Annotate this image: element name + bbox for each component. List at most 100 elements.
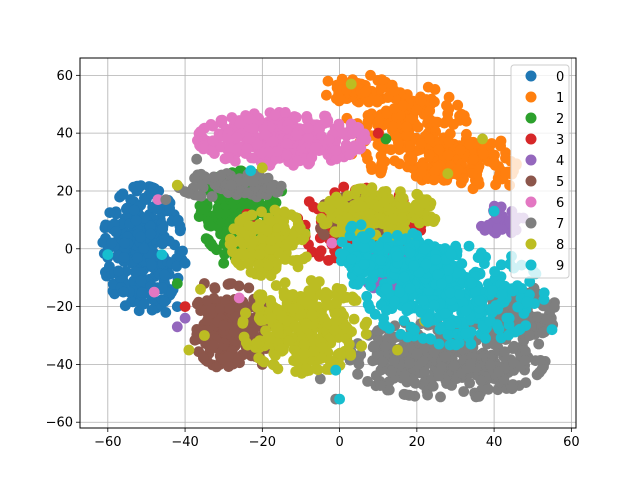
point-class-9 bbox=[378, 318, 389, 330]
point-class-6 bbox=[330, 153, 342, 165]
point-class-7 bbox=[448, 360, 460, 372]
point-class-1 bbox=[495, 135, 507, 147]
point-class-9 bbox=[450, 339, 462, 351]
point-class-6 bbox=[216, 114, 228, 126]
point-class-3 bbox=[315, 245, 327, 257]
point-class-8 bbox=[328, 324, 340, 336]
point-class-8 bbox=[261, 224, 273, 236]
point-class-9 bbox=[454, 289, 465, 300]
point-class-6 bbox=[222, 152, 234, 164]
point-class-0 bbox=[109, 218, 120, 230]
point-class-5 bbox=[189, 334, 201, 346]
point-class-6 bbox=[355, 135, 367, 146]
point-class-5 bbox=[223, 361, 235, 372]
legend-marker-5 bbox=[525, 175, 537, 187]
x-tick-label: 0 bbox=[335, 435, 343, 450]
point-class-0 bbox=[128, 204, 140, 216]
point-class-8 bbox=[356, 200, 368, 212]
point-class-1 bbox=[452, 99, 464, 111]
point-class-8 bbox=[246, 209, 258, 221]
point-class-8 bbox=[366, 182, 378, 194]
point-class-2 bbox=[194, 200, 206, 212]
point-class-7 bbox=[383, 384, 395, 396]
point-class-0 bbox=[156, 282, 168, 294]
point-class-4 bbox=[171, 321, 183, 333]
point-class-8 bbox=[345, 347, 356, 359]
point-class-9 bbox=[364, 303, 376, 314]
point-class-6 bbox=[282, 138, 293, 150]
point-class-8 bbox=[265, 295, 276, 306]
point-class-6 bbox=[271, 146, 283, 158]
point-class-9 bbox=[524, 276, 536, 287]
point-class-7 bbox=[493, 366, 504, 378]
point-class-9 bbox=[420, 258, 432, 270]
point-class-7 bbox=[549, 301, 560, 313]
point-class-8 bbox=[279, 254, 291, 265]
point-class-6 bbox=[268, 135, 279, 147]
point-class-1 bbox=[393, 138, 404, 150]
point-class-6 bbox=[234, 118, 246, 129]
point-class-8 bbox=[387, 213, 399, 225]
point-class-1 bbox=[412, 121, 424, 133]
point-class-6 bbox=[251, 139, 263, 150]
point-class-9 bbox=[480, 332, 491, 344]
point-class-8 bbox=[243, 258, 255, 270]
point-class-8 bbox=[195, 283, 206, 295]
point-class-9 bbox=[355, 219, 367, 231]
legend-marker-4 bbox=[525, 154, 537, 166]
point-class-7 bbox=[189, 172, 201, 184]
point-class-0 bbox=[157, 238, 168, 250]
point-class-8 bbox=[339, 201, 351, 213]
point-class-2 bbox=[220, 208, 232, 220]
point-class-8 bbox=[269, 350, 281, 362]
y-tick-label: 20 bbox=[56, 184, 73, 199]
point-class-9 bbox=[432, 269, 444, 281]
point-class-6 bbox=[290, 130, 302, 141]
point-class-9 bbox=[358, 241, 370, 253]
point-class-7 bbox=[465, 358, 476, 370]
point-class-1 bbox=[389, 155, 401, 167]
point-class-7 bbox=[482, 383, 494, 395]
point-class-1 bbox=[454, 144, 466, 156]
point-class-9 bbox=[391, 230, 403, 241]
point-class-6 bbox=[280, 107, 291, 118]
point-class-3 bbox=[372, 127, 384, 139]
point-class-8 bbox=[171, 179, 183, 191]
point-class-9 bbox=[491, 303, 503, 314]
legend-marker-2 bbox=[525, 112, 537, 124]
point-class-1 bbox=[488, 156, 500, 168]
point-class-9 bbox=[503, 312, 515, 324]
point-class-8 bbox=[345, 78, 357, 90]
point-class-9 bbox=[156, 249, 168, 260]
y-tick-label: −60 bbox=[46, 416, 73, 431]
point-class-1 bbox=[415, 96, 427, 108]
point-class-0 bbox=[119, 300, 131, 312]
point-class-7 bbox=[464, 377, 475, 389]
point-class-8 bbox=[360, 328, 372, 340]
point-class-7 bbox=[428, 346, 440, 358]
point-class-7 bbox=[499, 346, 510, 358]
legend-label-4: 4 bbox=[556, 154, 564, 169]
point-class-8 bbox=[256, 289, 268, 301]
point-class-1 bbox=[377, 154, 388, 166]
point-class-0 bbox=[135, 231, 146, 243]
point-class-8 bbox=[348, 292, 359, 304]
legend: 0 1 2 3 4 5 6 7 8 9 bbox=[510, 64, 570, 279]
point-class-8 bbox=[264, 243, 276, 255]
point-class-1 bbox=[428, 174, 440, 186]
point-class-1 bbox=[468, 154, 479, 165]
point-layer bbox=[97, 69, 560, 405]
x-tick-label: −60 bbox=[94, 435, 121, 450]
point-class-9 bbox=[419, 243, 431, 255]
point-class-5 bbox=[201, 295, 213, 307]
point-class-9 bbox=[102, 249, 114, 260]
point-class-9 bbox=[496, 289, 508, 301]
point-class-7 bbox=[422, 389, 433, 401]
point-class-0 bbox=[104, 207, 116, 219]
point-class-8 bbox=[234, 248, 246, 260]
point-class-7 bbox=[520, 377, 532, 388]
point-class-8 bbox=[294, 222, 306, 234]
point-class-1 bbox=[376, 162, 388, 174]
point-class-9 bbox=[359, 232, 371, 244]
